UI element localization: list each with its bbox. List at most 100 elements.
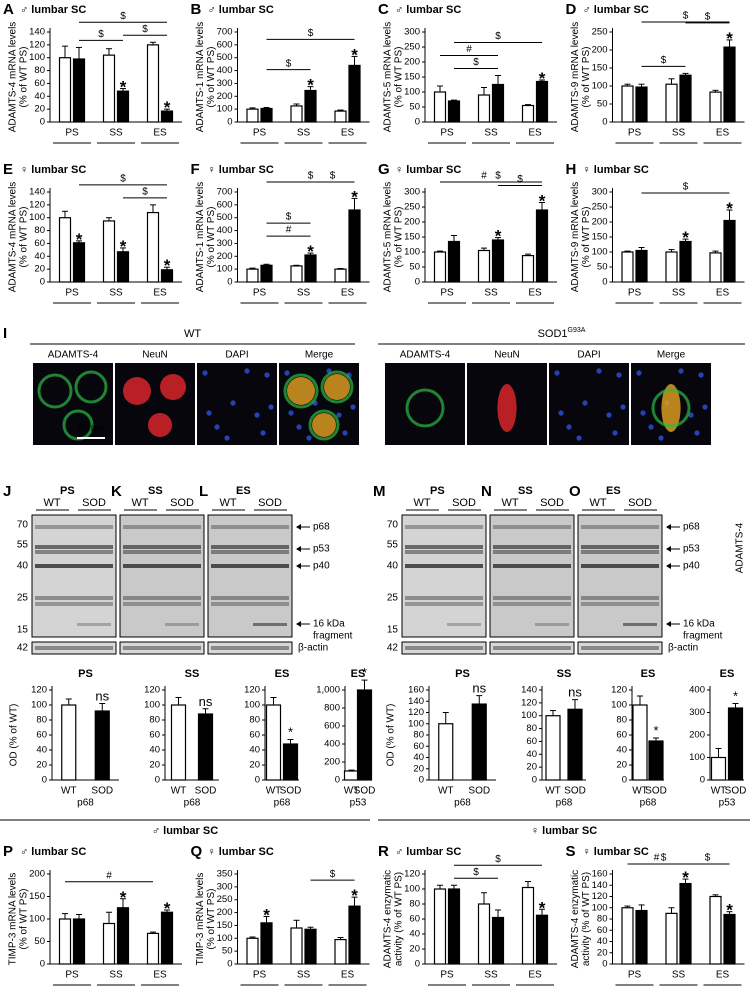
y-tick-label: 100 (404, 87, 420, 98)
lane-label: WT (131, 497, 148, 509)
y-tick-label: 20 (36, 760, 47, 771)
y-tick-label: 250 (592, 202, 608, 213)
mw-marker: 25 (17, 593, 29, 604)
x-tick-label: ES (716, 970, 730, 981)
y-tick-label: 0 (602, 959, 607, 970)
y-tick-label: 20 (34, 104, 45, 115)
y-tick-label: 80 (526, 723, 537, 734)
bracket-label: $ (473, 57, 479, 68)
significance-marker: ns (199, 694, 213, 709)
arrow-head (666, 524, 671, 530)
x-tick-label: PS (253, 288, 267, 299)
bar (265, 704, 282, 781)
bar (58, 217, 72, 283)
band (405, 596, 483, 600)
bar (438, 723, 454, 781)
bracket-label: # (106, 870, 112, 881)
band (211, 525, 289, 529)
y-tick-label: 40 (149, 745, 160, 756)
condition-label: PS (430, 485, 445, 497)
channel-label: ADAMTS-4 (48, 350, 99, 361)
channel-label: DAPI (577, 350, 600, 361)
panel-title: ♀ lumbar SC (583, 846, 649, 858)
bar (282, 743, 299, 781)
chart-title: ES (641, 668, 656, 680)
bar (679, 882, 692, 965)
x-tick-label: WT (344, 786, 360, 797)
y-tick-label: 700 (217, 27, 233, 38)
group-superscript: G93A (568, 327, 586, 334)
bar (348, 905, 361, 965)
bar (648, 740, 664, 781)
y-axis-label: (% of WT PS) (581, 47, 592, 108)
panel-title: ♂ lumbar SC (583, 4, 649, 16)
nucleus (244, 368, 250, 374)
bar (102, 922, 116, 965)
micrograph (385, 363, 465, 445)
band (211, 596, 289, 600)
row-label: ♂ lumbar SC (152, 825, 218, 837)
y-tick-label: 700 (217, 187, 233, 198)
y-axis-label: ADAMTS-4 mRNA levels (8, 182, 19, 293)
band (405, 550, 483, 554)
bar (723, 219, 736, 283)
nucleus (620, 404, 626, 410)
significance-marker: * (164, 256, 171, 275)
y-tick-label: 140 (408, 696, 424, 707)
nucleus (612, 430, 618, 436)
arrow-head (296, 546, 301, 552)
bracket-label: # (286, 225, 292, 236)
nucleus (576, 435, 582, 441)
y-tick-label: 120 (592, 891, 608, 902)
band (405, 564, 483, 568)
adamts4-signal (320, 370, 354, 404)
chart-title: ES (275, 668, 290, 680)
panel-title: ♂ lumbar SC (395, 4, 461, 16)
x-tick-label: WT (171, 786, 187, 797)
x-tick-label: SS (484, 128, 498, 139)
bar (635, 909, 648, 965)
bar (535, 80, 549, 123)
band (123, 564, 201, 568)
panel-title: ♀ lumbar SC (208, 164, 274, 176)
nucleus (566, 424, 572, 430)
significance-marker: * (307, 76, 314, 95)
actin-band (581, 646, 659, 650)
y-tick-label: 100 (592, 247, 608, 258)
significance-marker: * (164, 98, 171, 117)
y-tick-label: 400 (324, 739, 340, 750)
y-tick-label: 60 (616, 730, 627, 741)
y-tick-label: 100 (611, 700, 627, 711)
panel-letter: O (569, 483, 581, 500)
group-name: SOD1 (538, 328, 568, 340)
panel-letter: L (199, 483, 208, 500)
bar (348, 64, 361, 123)
panel-letter: E (3, 161, 13, 178)
significance-marker: * (726, 901, 733, 920)
significance-marker: * (726, 29, 733, 48)
bar (635, 249, 648, 283)
y-tick-label: 150 (217, 920, 233, 931)
y-axis-label: ADAMTS-9 mRNA levels (570, 22, 581, 133)
y-tick-label: 100 (31, 700, 47, 711)
bar (72, 58, 86, 123)
y-tick-label: 0 (602, 277, 607, 288)
y-axis-label: ADAMTS-5 mRNA levels (383, 182, 394, 293)
neuron (148, 413, 172, 437)
nucleus (306, 435, 312, 441)
fragment-label: fragment (683, 631, 723, 642)
y-tick-label: 800 (324, 703, 340, 714)
bracket-label: $ (661, 55, 667, 66)
bar (723, 46, 736, 123)
actin-band (123, 646, 201, 650)
band (405, 545, 483, 549)
lane-label: SOD (258, 497, 282, 509)
bar (246, 108, 259, 123)
lane-label: WT (589, 497, 606, 509)
x-tick-label: PS (253, 970, 267, 981)
x-tick-label: SOD (564, 786, 586, 797)
bar (102, 220, 116, 283)
mw-marker: 42 (387, 643, 399, 654)
bar (727, 707, 744, 781)
